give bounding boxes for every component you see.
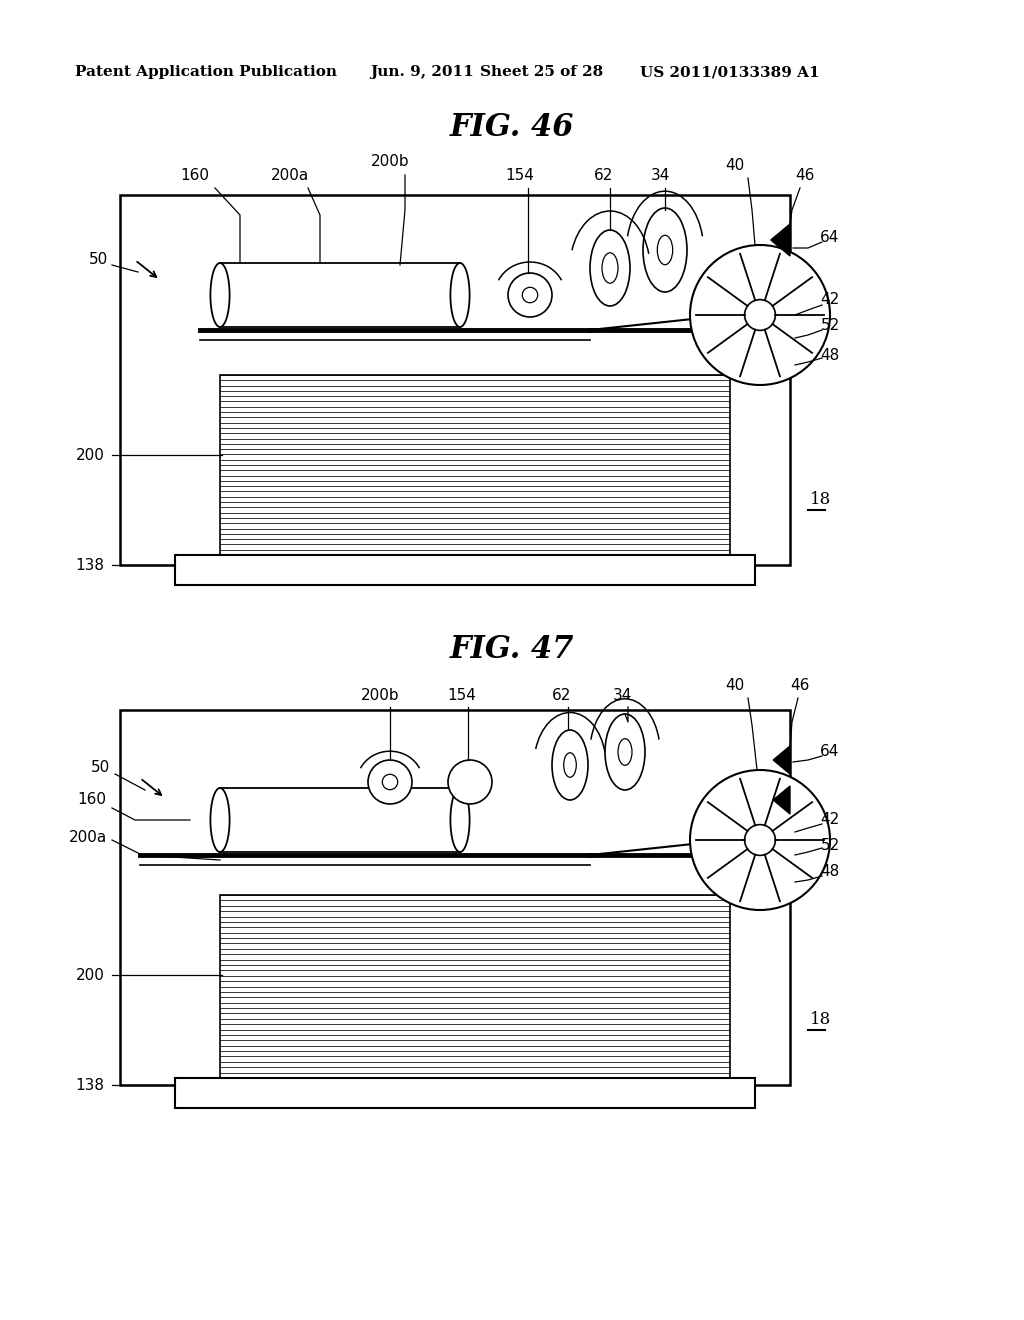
Text: FIG. 47: FIG. 47 — [450, 635, 574, 665]
Polygon shape — [220, 788, 460, 851]
Text: 40: 40 — [725, 677, 744, 693]
Circle shape — [690, 770, 830, 909]
Text: 52: 52 — [820, 318, 840, 333]
Ellipse shape — [451, 788, 470, 851]
Ellipse shape — [605, 714, 645, 789]
Circle shape — [690, 246, 830, 385]
Text: FIG. 46: FIG. 46 — [450, 112, 574, 144]
Polygon shape — [220, 263, 460, 327]
Text: 46: 46 — [791, 677, 810, 693]
Ellipse shape — [643, 209, 687, 292]
Text: 154: 154 — [447, 688, 476, 702]
Polygon shape — [220, 375, 730, 554]
Text: 64: 64 — [820, 231, 840, 246]
Text: 46: 46 — [796, 168, 815, 182]
Polygon shape — [771, 224, 790, 256]
Circle shape — [522, 288, 538, 302]
Ellipse shape — [563, 752, 577, 777]
Ellipse shape — [602, 253, 618, 284]
Text: 40: 40 — [725, 157, 744, 173]
Ellipse shape — [451, 263, 470, 327]
Polygon shape — [773, 785, 790, 814]
Text: US 2011/0133389 A1: US 2011/0133389 A1 — [640, 65, 819, 79]
Text: 138: 138 — [76, 557, 104, 573]
Circle shape — [508, 273, 552, 317]
Text: Sheet 25 of 28: Sheet 25 of 28 — [480, 65, 603, 79]
Ellipse shape — [657, 235, 673, 265]
Text: 42: 42 — [820, 813, 840, 828]
Text: 18: 18 — [810, 491, 831, 508]
Text: 48: 48 — [820, 865, 840, 879]
Text: 50: 50 — [88, 252, 108, 268]
Text: 34: 34 — [650, 168, 670, 182]
Text: 200b: 200b — [371, 154, 410, 169]
Ellipse shape — [210, 263, 229, 327]
Text: 200a: 200a — [69, 830, 108, 846]
Text: 34: 34 — [612, 688, 632, 702]
Ellipse shape — [552, 730, 588, 800]
Text: 64: 64 — [820, 744, 840, 759]
Text: 200b: 200b — [360, 688, 399, 702]
Text: 18: 18 — [810, 1011, 831, 1028]
Ellipse shape — [590, 230, 630, 306]
Text: 160: 160 — [180, 168, 210, 182]
Circle shape — [449, 760, 492, 804]
Text: Patent Application Publication: Patent Application Publication — [75, 65, 337, 79]
Text: 138: 138 — [76, 1077, 104, 1093]
Text: 50: 50 — [90, 760, 110, 776]
Text: 154: 154 — [506, 168, 535, 182]
Text: 42: 42 — [820, 293, 840, 308]
Circle shape — [368, 760, 412, 804]
Polygon shape — [175, 1078, 755, 1107]
Polygon shape — [773, 746, 790, 774]
Polygon shape — [220, 895, 730, 1078]
Text: 200: 200 — [76, 447, 104, 462]
Text: 52: 52 — [820, 837, 840, 853]
Text: 200a: 200a — [271, 168, 309, 182]
Circle shape — [744, 825, 775, 855]
Ellipse shape — [618, 739, 632, 766]
Text: 200: 200 — [76, 968, 104, 982]
Ellipse shape — [210, 788, 229, 851]
Text: 160: 160 — [78, 792, 106, 808]
Text: 48: 48 — [820, 347, 840, 363]
Circle shape — [382, 775, 397, 789]
Circle shape — [744, 300, 775, 330]
Text: 62: 62 — [594, 168, 613, 182]
Text: 62: 62 — [552, 688, 571, 702]
Text: Jun. 9, 2011: Jun. 9, 2011 — [370, 65, 474, 79]
Polygon shape — [175, 554, 755, 585]
